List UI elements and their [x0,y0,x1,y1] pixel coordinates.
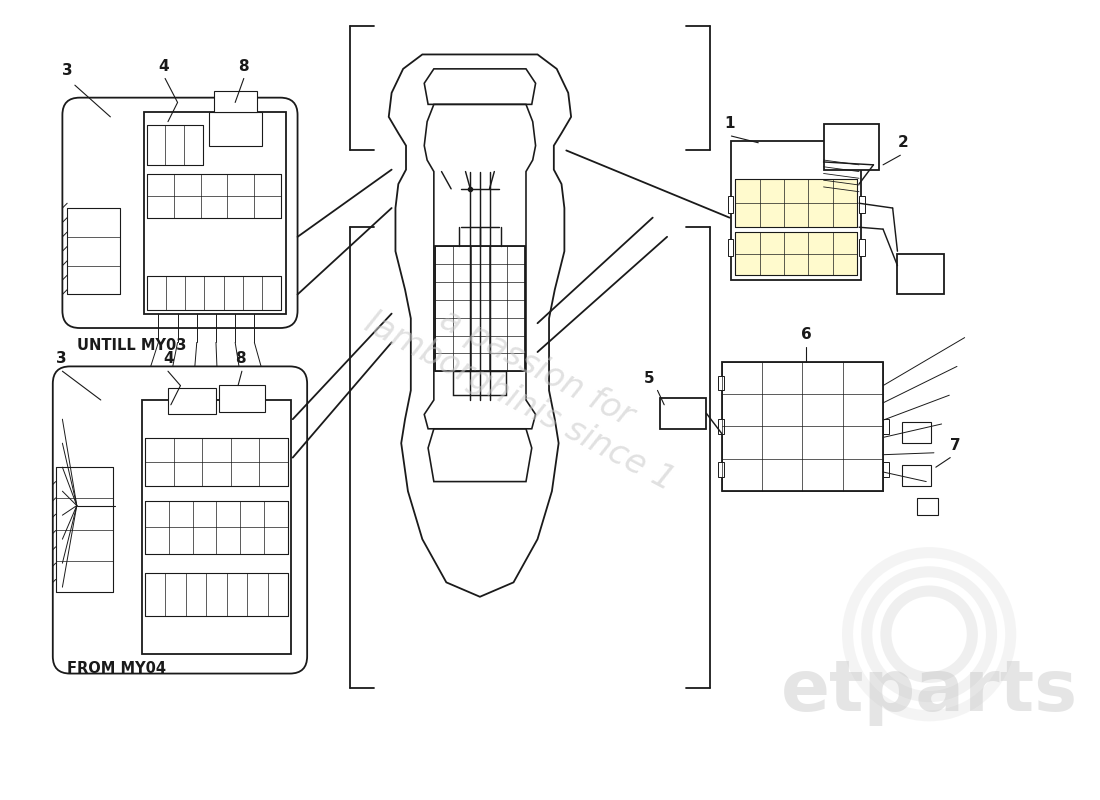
Bar [859,195,865,213]
Bar [147,276,282,310]
Bar [735,232,857,275]
Bar [56,467,113,592]
Text: etparts: etparts [781,658,1078,726]
Bar [453,371,506,395]
Bar [142,400,290,654]
Bar [145,501,288,554]
Bar [145,438,288,486]
Text: 5: 5 [644,370,654,386]
Bar [718,419,724,434]
Bar [722,362,883,491]
Text: 3: 3 [56,351,66,366]
Text: 7: 7 [950,438,961,453]
FancyBboxPatch shape [63,98,298,328]
Bar [147,174,282,218]
Text: 2: 2 [898,135,909,150]
Bar [718,376,724,390]
Bar [902,466,931,486]
Bar [67,208,120,294]
Bar [147,125,202,165]
Bar [219,385,265,411]
Bar [434,246,525,371]
Bar [859,238,865,256]
Bar [732,141,861,280]
Bar [727,238,734,256]
Text: 8: 8 [235,351,245,366]
Bar [144,112,286,314]
Bar [902,422,931,443]
Bar [209,112,262,146]
FancyBboxPatch shape [53,366,307,674]
Text: FROM MY04: FROM MY04 [67,661,166,676]
Bar [727,195,734,213]
Bar [883,462,889,477]
Bar [718,462,724,477]
Bar [824,123,879,170]
Bar [916,498,938,515]
Text: 8: 8 [238,58,249,74]
Bar [214,91,257,112]
Text: 4: 4 [158,58,169,74]
Text: 1: 1 [725,116,735,131]
Text: 6: 6 [801,327,812,342]
Bar [735,179,857,227]
Bar [883,419,889,434]
Bar [898,254,944,294]
Bar [168,387,216,414]
Bar [145,573,288,616]
Text: UNTILL MY03: UNTILL MY03 [77,338,186,353]
Bar [660,398,706,429]
Text: 4: 4 [163,351,174,366]
Text: 3: 3 [63,63,73,78]
Text: a passion for
lamborghinis since 1: a passion for lamborghinis since 1 [359,272,697,498]
